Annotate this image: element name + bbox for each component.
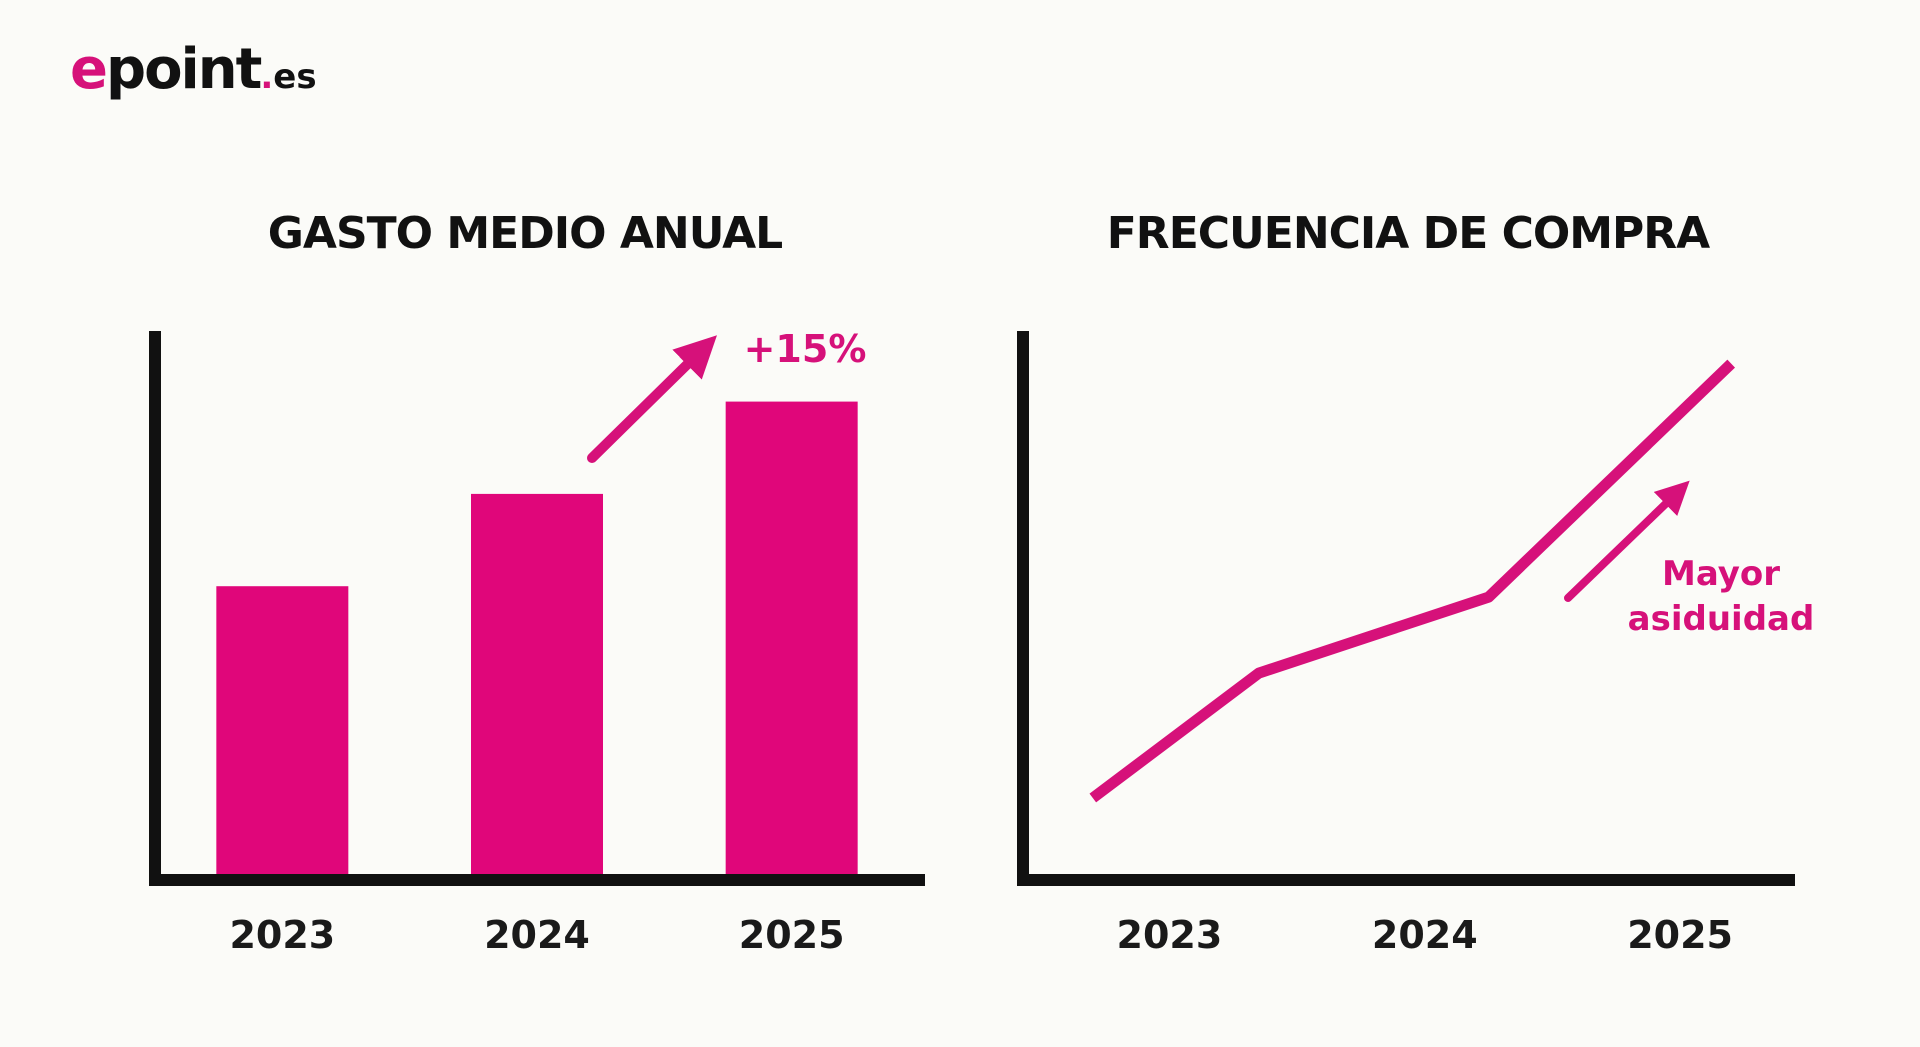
line-annotation-line-1: Mayor — [1662, 554, 1780, 594]
bar-growth-label: +15% — [744, 327, 867, 371]
bar-2025 — [725, 401, 858, 874]
bar-x-tick-2023: 2023 — [229, 913, 335, 957]
logo-tld: es — [273, 57, 317, 97]
line-series — [1089, 359, 1736, 803]
line-x-tick-2023: 2023 — [1117, 913, 1223, 957]
line-annotation-line-2: asiduidad — [1628, 599, 1815, 639]
bar-2023 — [216, 586, 349, 874]
bar-2024 — [471, 493, 603, 874]
brand-logo: epoint.es — [70, 42, 317, 98]
line-tick-labels: 2023 2024 2025 — [1117, 913, 1733, 957]
logo-first-letter: e — [70, 37, 108, 102]
bar-chart: GASTO MEDIO ANUAL 2023 2024 2025 +15% — [149, 208, 925, 957]
bar-x-tick-2024: 2024 — [484, 913, 590, 957]
line-x-tick-2024: 2024 — [1372, 913, 1478, 957]
logo-dot: . — [260, 57, 274, 97]
line-x-tick-2025: 2025 — [1627, 913, 1733, 957]
bar-chart-title: GASTO MEDIO ANUAL — [268, 208, 782, 259]
bar-growth-arrow — [587, 335, 717, 463]
bar-x-tick-2025: 2025 — [739, 913, 845, 957]
line-chart: FRECUENCIA DE COMPRA 2023 2024 2025 Mayor … — [1017, 208, 1814, 957]
logo-domain: .es — [260, 57, 316, 97]
line-marks — [1089, 359, 1736, 803]
line-growth-arrow — [1564, 480, 1690, 602]
bar-tick-labels: 2023 2024 2025 — [229, 913, 844, 957]
bar-marks — [216, 401, 858, 874]
line-chart-title: FRECUENCIA DE COMPRA — [1107, 208, 1710, 259]
logo-name-rest: point — [105, 37, 262, 102]
